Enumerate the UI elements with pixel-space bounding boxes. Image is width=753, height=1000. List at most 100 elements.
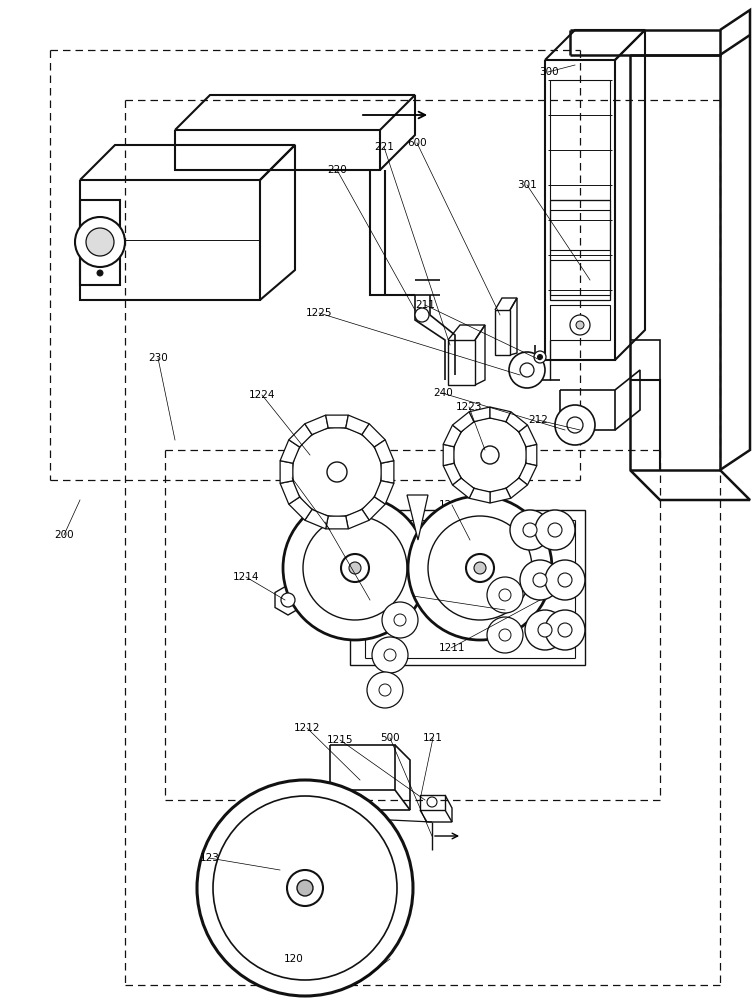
Circle shape <box>474 562 486 574</box>
Polygon shape <box>526 444 537 466</box>
Text: 301: 301 <box>517 180 537 190</box>
Polygon shape <box>305 415 328 435</box>
Circle shape <box>525 610 565 650</box>
Polygon shape <box>362 497 386 520</box>
Polygon shape <box>326 516 349 529</box>
Text: 1214: 1214 <box>233 572 260 582</box>
Circle shape <box>327 462 347 482</box>
Polygon shape <box>490 488 511 503</box>
Polygon shape <box>362 424 386 447</box>
Circle shape <box>97 270 103 276</box>
Polygon shape <box>444 444 454 466</box>
Polygon shape <box>305 509 328 529</box>
Polygon shape <box>519 425 537 447</box>
Polygon shape <box>374 440 394 463</box>
Text: 1212: 1212 <box>294 723 321 733</box>
Polygon shape <box>280 461 293 483</box>
Circle shape <box>499 629 511 641</box>
Polygon shape <box>288 424 312 447</box>
Polygon shape <box>346 509 369 529</box>
Text: 500: 500 <box>380 733 400 743</box>
Polygon shape <box>280 440 300 463</box>
Text: 1223: 1223 <box>456 402 483 412</box>
Circle shape <box>576 321 584 329</box>
Circle shape <box>510 510 550 550</box>
Circle shape <box>372 637 408 673</box>
Circle shape <box>567 417 583 433</box>
Text: 1215: 1215 <box>327 735 354 745</box>
Text: 220: 220 <box>328 165 347 175</box>
Circle shape <box>349 562 361 574</box>
Polygon shape <box>453 412 474 432</box>
Polygon shape <box>506 478 528 498</box>
Circle shape <box>427 797 437 807</box>
Text: 1221: 1221 <box>438 500 465 510</box>
Circle shape <box>538 355 542 360</box>
Circle shape <box>538 623 552 637</box>
Circle shape <box>545 610 585 650</box>
Circle shape <box>548 523 562 537</box>
Circle shape <box>523 523 537 537</box>
Circle shape <box>520 560 560 600</box>
Text: 211: 211 <box>416 300 435 310</box>
Text: 120: 120 <box>284 954 303 964</box>
Text: 600: 600 <box>407 138 427 148</box>
Circle shape <box>95 243 105 253</box>
Polygon shape <box>453 478 474 498</box>
Circle shape <box>481 446 499 464</box>
Circle shape <box>382 602 418 638</box>
Circle shape <box>545 560 585 600</box>
Text: 1211: 1211 <box>438 643 465 653</box>
Polygon shape <box>490 407 511 422</box>
Circle shape <box>292 427 382 517</box>
Text: 230: 230 <box>148 353 168 363</box>
Polygon shape <box>444 425 461 447</box>
Circle shape <box>453 418 527 492</box>
Circle shape <box>408 496 552 640</box>
Circle shape <box>86 228 114 256</box>
Text: 121: 121 <box>423 733 443 743</box>
Circle shape <box>555 405 595 445</box>
Polygon shape <box>326 415 349 428</box>
Circle shape <box>287 870 323 906</box>
Circle shape <box>75 217 125 267</box>
Text: 1225: 1225 <box>306 308 333 318</box>
Polygon shape <box>374 481 394 504</box>
Circle shape <box>533 573 547 587</box>
Circle shape <box>379 684 391 696</box>
Circle shape <box>558 573 572 587</box>
Text: 123: 123 <box>200 853 219 863</box>
Text: 1216: 1216 <box>399 591 426 601</box>
Text: 300: 300 <box>539 67 559 77</box>
Text: 1222: 1222 <box>279 473 306 483</box>
Polygon shape <box>407 495 428 540</box>
Polygon shape <box>506 412 528 432</box>
Circle shape <box>415 308 429 322</box>
Circle shape <box>367 672 403 708</box>
Circle shape <box>384 649 396 661</box>
Circle shape <box>534 351 546 363</box>
Circle shape <box>558 623 572 637</box>
Text: 212: 212 <box>529 415 548 425</box>
Circle shape <box>281 593 295 607</box>
Text: 200: 200 <box>54 530 74 540</box>
Text: 221: 221 <box>374 142 394 152</box>
Circle shape <box>466 554 494 582</box>
Circle shape <box>487 617 523 653</box>
Text: 240: 240 <box>433 388 453 398</box>
Polygon shape <box>444 463 461 485</box>
Text: 1224: 1224 <box>248 390 276 400</box>
Circle shape <box>297 880 313 896</box>
Polygon shape <box>519 463 537 485</box>
Circle shape <box>509 352 545 388</box>
Text: 1213: 1213 <box>312 517 339 527</box>
Polygon shape <box>288 497 312 520</box>
Polygon shape <box>280 481 300 504</box>
Circle shape <box>394 614 406 626</box>
Polygon shape <box>346 415 369 435</box>
Circle shape <box>499 589 511 601</box>
Circle shape <box>197 780 413 996</box>
Circle shape <box>487 577 523 613</box>
Polygon shape <box>381 461 394 483</box>
Circle shape <box>570 315 590 335</box>
